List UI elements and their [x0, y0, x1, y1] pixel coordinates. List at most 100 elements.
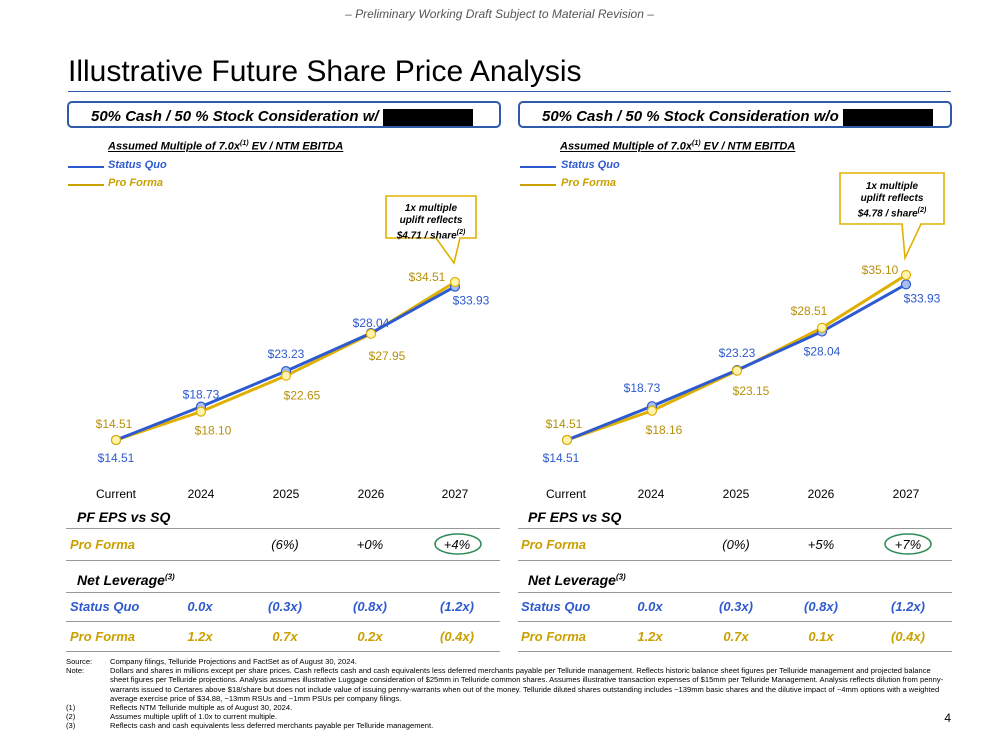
leverage-row-label: Pro Forma	[521, 629, 587, 644]
data-label-pro-forma: $35.10	[862, 263, 899, 277]
draft-watermark: – Preliminary Working Draft Subject to M…	[345, 7, 654, 21]
data-label-status-quo: $23.23	[268, 347, 305, 361]
x-tick: 2025	[722, 487, 750, 501]
footnote-text: Assumes multiple uplift of 1.0x to curre…	[110, 712, 278, 722]
x-tick: 2027	[892, 487, 920, 501]
leverage-row-label: Status Quo	[521, 599, 591, 614]
leverage-cell: (1.2x)	[891, 599, 925, 614]
leverage-cell: 0.2x	[357, 629, 383, 644]
data-label-status-quo: $33.93	[453, 294, 490, 308]
x-tick: Current	[95, 487, 136, 501]
footnote-text: Reflects NTM Telluride multiple as of Au…	[110, 703, 293, 713]
chart-right: $14.51 $18.73 $23.23 $28.04 $33.93 $14.51 $18.…	[543, 172, 945, 465]
x-tick: 2025	[272, 487, 300, 501]
legend-status-quo: Status Quo	[108, 159, 167, 171]
leverage-section-title: Net Leverage(3)	[528, 572, 626, 588]
eps-cell: +4%	[443, 537, 471, 552]
x-tick: 2026	[807, 487, 835, 501]
eps-section-title: PF EPS vs SQ	[77, 509, 171, 525]
leverage-cell: (0.4x)	[440, 629, 474, 644]
footnote-label: Note:	[66, 666, 85, 676]
divider	[66, 560, 500, 561]
divider	[66, 651, 500, 652]
leverage-cell: 0.0x	[187, 599, 213, 614]
data-label-pro-forma: $14.51	[546, 417, 583, 431]
leverage-cell: 1.2x	[187, 629, 213, 644]
divider	[66, 621, 500, 622]
chart-right-marks: $14.51 $18.73 $23.23 $28.04 $33.93 $14.51 $18.…	[543, 263, 941, 465]
data-label-pro-forma: $23.15	[733, 384, 770, 398]
divider	[518, 651, 952, 652]
leverage-cell: 0.7x	[723, 629, 749, 644]
eps-cell: (6%)	[271, 537, 299, 552]
footnote-label: Source:	[66, 657, 93, 666]
data-point-pro-forma	[731, 365, 743, 376]
leverage-cell: (1.2x)	[440, 599, 474, 614]
legend-line-status-quo	[68, 166, 104, 168]
divider	[518, 560, 952, 561]
eps-row-label: Pro Forma	[521, 537, 587, 552]
leverage-cell: (0.8x)	[353, 599, 387, 614]
data-point-status-quo	[900, 279, 912, 290]
footnote-source: Company filings, Telluride Projections a…	[110, 657, 357, 666]
leverage-cell: 1.2x	[637, 629, 663, 644]
leverage-row-label: Status Quo	[70, 599, 140, 614]
data-label-pro-forma: $27.95	[369, 349, 406, 363]
data-label-pro-forma: $22.65	[284, 389, 321, 403]
data-point-pro-forma	[365, 328, 377, 339]
multiple-label: Assumed Multiple of 7.0x(1) EV / NTM EBI…	[108, 140, 344, 153]
data-point-pro-forma	[646, 405, 658, 416]
redaction-bar	[842, 108, 933, 126]
data-point-pro-forma	[449, 276, 461, 288]
legend-pro-forma: Pro Forma	[108, 177, 164, 189]
data-label-status-quo: $33.93	[904, 291, 941, 305]
eps-cell: (0%)	[722, 537, 750, 552]
data-label-status-quo: $14.51	[98, 451, 135, 465]
x-tick: 2026	[357, 487, 385, 501]
data-label-status-quo: $28.04	[353, 316, 390, 330]
data-label-status-quo: $18.73	[183, 388, 220, 402]
data-label-pro-forma: $28.51	[791, 304, 828, 318]
data-label-status-quo: $28.04	[804, 345, 841, 359]
page-number: 4	[944, 711, 951, 725]
leverage-cell: (0.8x)	[804, 599, 838, 614]
x-tick: 2024	[637, 487, 665, 501]
leverage-section-title: Net Leverage(3)	[77, 572, 175, 588]
footnote-num: (2)	[66, 712, 76, 722]
data-label-pro-forma: $18.10	[195, 424, 232, 438]
x-tick: 2027	[441, 487, 469, 501]
eps-row-label: Pro Forma	[70, 537, 136, 552]
footnote-note: Dollars and shares in millions except pe…	[110, 666, 944, 703]
multiple-label: Assumed Multiple of 7.0x(1) EV / NTM EBI…	[560, 140, 796, 153]
data-point-pro-forma	[280, 370, 292, 381]
page-title: Illustrative Future Share Price Analysis	[68, 55, 582, 88]
chart-left: $14.51 $18.73 $23.23 $28.04 $33.93 $14.51 $18.…	[96, 195, 490, 465]
legend-line-pro-forma	[68, 184, 104, 186]
divider	[518, 592, 952, 593]
data-point-pro-forma	[195, 406, 207, 417]
leverage-cell: (0.4x)	[891, 629, 925, 644]
highlight-circle-icon	[434, 533, 482, 555]
divider	[518, 528, 952, 529]
data-label-pro-forma: $34.51	[409, 270, 446, 284]
title-divider	[68, 91, 951, 92]
x-tick: Current	[545, 487, 586, 501]
legend-status-quo: Status Quo	[561, 159, 620, 171]
eps-section-title: PF EPS vs SQ	[528, 509, 622, 525]
divider	[518, 621, 952, 622]
data-point-pro-forma	[900, 269, 912, 281]
panel-header-left: 50% Cash / 50 % Stock Consideration w/	[67, 101, 501, 128]
highlight-circle-icon	[884, 533, 932, 555]
callout-left: 1x multiple uplift reflects $4.71 / shar…	[396, 203, 466, 242]
divider	[66, 592, 500, 593]
callout-right: 1x multiple uplift reflects $4.78 / shar…	[857, 181, 927, 220]
leverage-cell: 0.1x	[808, 629, 834, 644]
leverage-cell: 0.0x	[637, 599, 663, 614]
callout-bubble-right	[839, 172, 945, 262]
footnote-num: (1)	[66, 703, 76, 713]
data-point-pro-forma	[816, 322, 828, 333]
data-label-status-quo: $18.73	[624, 381, 661, 395]
data-label-pro-forma: $14.51	[96, 417, 133, 431]
data-point-pro-forma	[110, 434, 122, 446]
eps-cell: +7%	[894, 537, 922, 552]
